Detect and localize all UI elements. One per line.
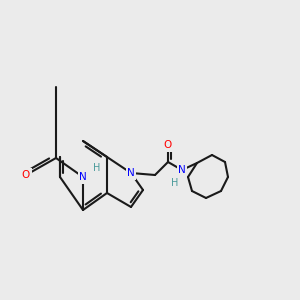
- Text: N: N: [127, 168, 135, 178]
- Text: N: N: [178, 165, 186, 175]
- Text: O: O: [22, 170, 30, 180]
- Text: H: H: [93, 163, 101, 173]
- Text: N: N: [79, 172, 87, 182]
- Text: O: O: [164, 140, 172, 150]
- Text: H: H: [171, 178, 179, 188]
